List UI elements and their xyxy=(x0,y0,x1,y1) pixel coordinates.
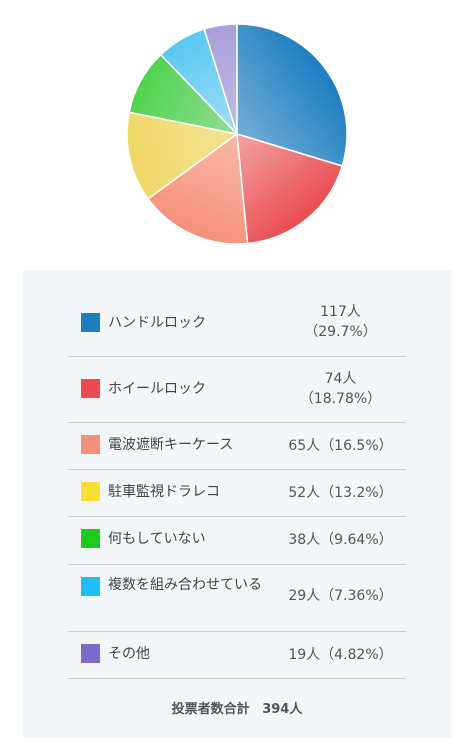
total-votes: 投票者数合計 394人 xyxy=(23,698,451,717)
legend-value: 19人（4.82%） xyxy=(273,645,408,665)
pie-slice-6 xyxy=(203,23,238,135)
legend-percent: （13.2%） xyxy=(320,485,393,501)
legend-count: 19人 xyxy=(288,647,321,663)
legend-label: 駐車監視ドラレコ xyxy=(108,484,220,500)
pie-slice-1 xyxy=(236,132,344,245)
legend-label: ハンドルロック xyxy=(108,315,206,331)
legend-percent: （4.82%） xyxy=(320,647,393,663)
legend-value: 65人（16.5%） xyxy=(273,436,408,456)
legend-panel: ハンドルロック 117人 （29.7%） ホイールロック 74人 （18.78%） 電波遮断… xyxy=(23,270,451,738)
legend-value: 74人 （18.78%） xyxy=(273,369,408,409)
legend-count: 74人 xyxy=(324,371,357,387)
legend-percent: （18.78%） xyxy=(299,391,382,407)
legend-label: ホイールロック xyxy=(108,381,206,397)
legend-swatch xyxy=(81,529,100,548)
legend-row: 何もしていない 38人（9.64%） xyxy=(68,516,406,565)
legend-row: ホイールロック 74人 （18.78%） xyxy=(68,356,406,423)
pie-chart xyxy=(0,0,476,258)
legend-count: 29人 xyxy=(288,588,321,604)
legend-count: 52人 xyxy=(288,485,321,501)
legend-row: 複数を組み合わせている 29人（7.36%） xyxy=(68,564,406,632)
total-label: 投票者数合計 xyxy=(171,702,250,717)
pie-slice-3 xyxy=(126,111,239,200)
legend-value: 117人 （29.7%） xyxy=(273,302,408,342)
legend-swatch xyxy=(81,577,100,596)
legend-percent: （7.36%） xyxy=(320,588,393,604)
legend-row: その他 19人（4.82%） xyxy=(68,631,406,679)
pie-slice-0 xyxy=(236,23,348,167)
legend-swatch xyxy=(81,644,100,663)
legend-label: その他 xyxy=(108,646,150,662)
legend-label: 何もしていない xyxy=(108,531,206,547)
legend-value: 38人（9.64%） xyxy=(273,530,408,550)
legend-label: 複数を組み合わせている xyxy=(108,577,262,593)
legend-row: 駐車監視ドラレコ 52人（13.2%） xyxy=(68,469,406,517)
legend-count: 38人 xyxy=(288,532,321,548)
legend-value: 29人（7.36%） xyxy=(273,586,408,606)
pie-chart-svg xyxy=(126,23,348,245)
legend-value: 52人（13.2%） xyxy=(273,483,408,503)
legend-percent: （9.64%） xyxy=(320,532,393,548)
legend-count: 117人 xyxy=(320,304,361,320)
legend-count: 65人 xyxy=(288,438,321,454)
legend-label: 電波遮断キーケース xyxy=(108,437,234,453)
legend-percent: （16.5%） xyxy=(320,438,393,454)
legend-row: ハンドルロック 117人 （29.7%） xyxy=(68,290,406,357)
legend-swatch xyxy=(81,482,100,501)
pie-slice-2 xyxy=(147,132,249,245)
legend-percent: （29.7%） xyxy=(304,324,377,340)
legend-swatch xyxy=(81,313,100,332)
legend-row: 電波遮断キーケース 65人（16.5%） xyxy=(68,422,406,470)
total-value: 394人 xyxy=(262,702,303,717)
legend-swatch xyxy=(81,379,100,398)
legend-swatch xyxy=(81,435,100,454)
